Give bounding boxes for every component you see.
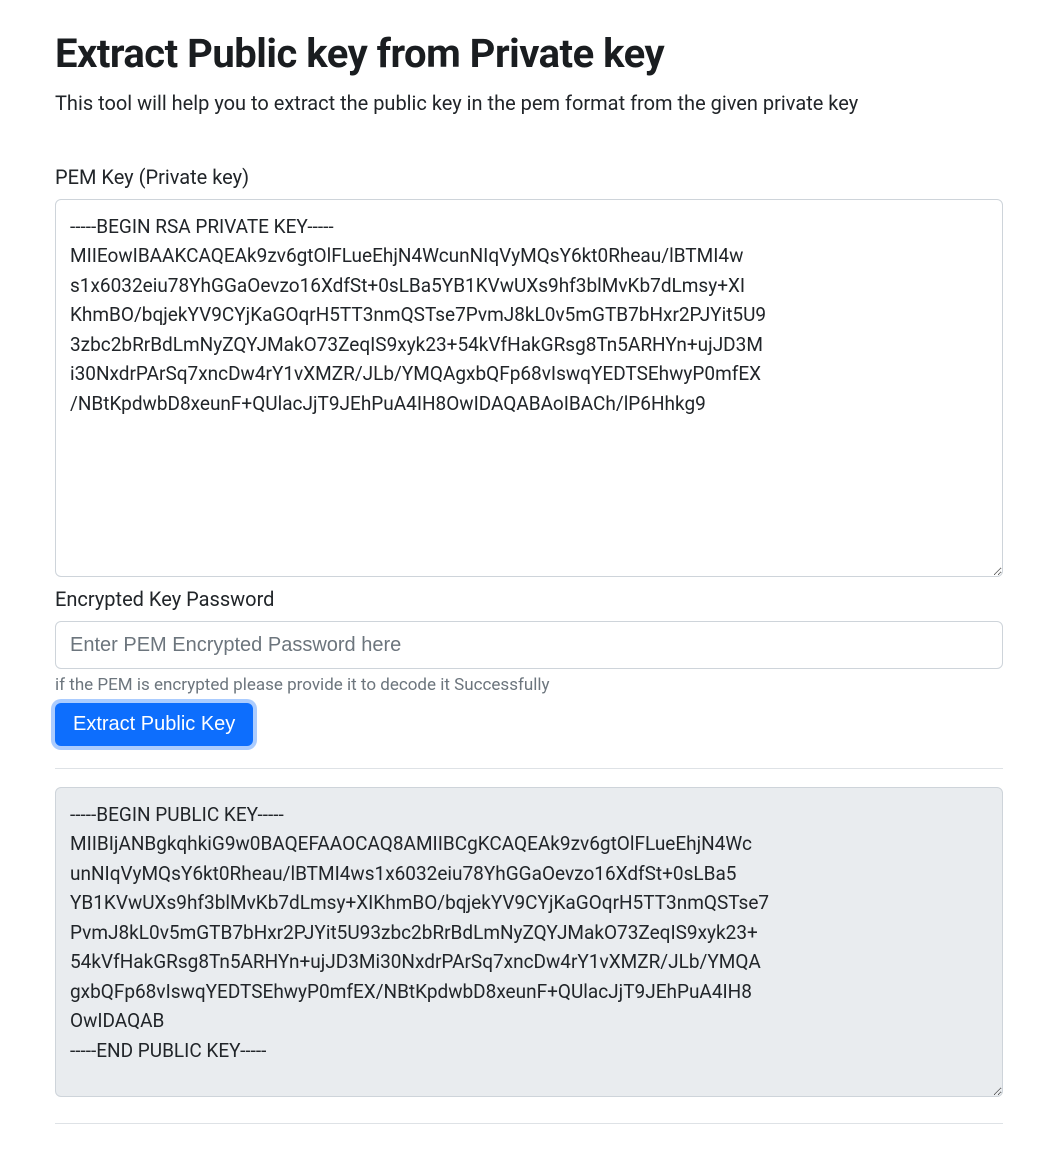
password-help-text: if the PEM is encrypted please provide i… — [55, 675, 1003, 695]
extract-public-key-button[interactable]: Extract Public Key — [55, 703, 253, 746]
page-subtitle: This tool will help you to extract the p… — [55, 89, 1003, 117]
pem-key-label: PEM Key (Private key) — [55, 165, 1003, 189]
password-input[interactable] — [55, 621, 1003, 669]
divider — [55, 768, 1003, 769]
page-title: Extract Public key from Private key — [55, 30, 1003, 77]
public-key-output[interactable] — [55, 787, 1003, 1097]
password-label: Encrypted Key Password — [55, 587, 1003, 611]
pem-key-textarea[interactable] — [55, 199, 1003, 577]
divider-bottom — [55, 1123, 1003, 1124]
